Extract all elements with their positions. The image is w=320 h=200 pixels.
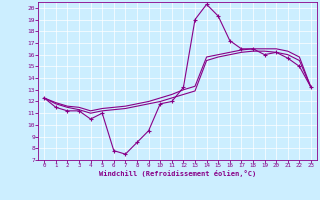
X-axis label: Windchill (Refroidissement éolien,°C): Windchill (Refroidissement éolien,°C) [99,170,256,177]
